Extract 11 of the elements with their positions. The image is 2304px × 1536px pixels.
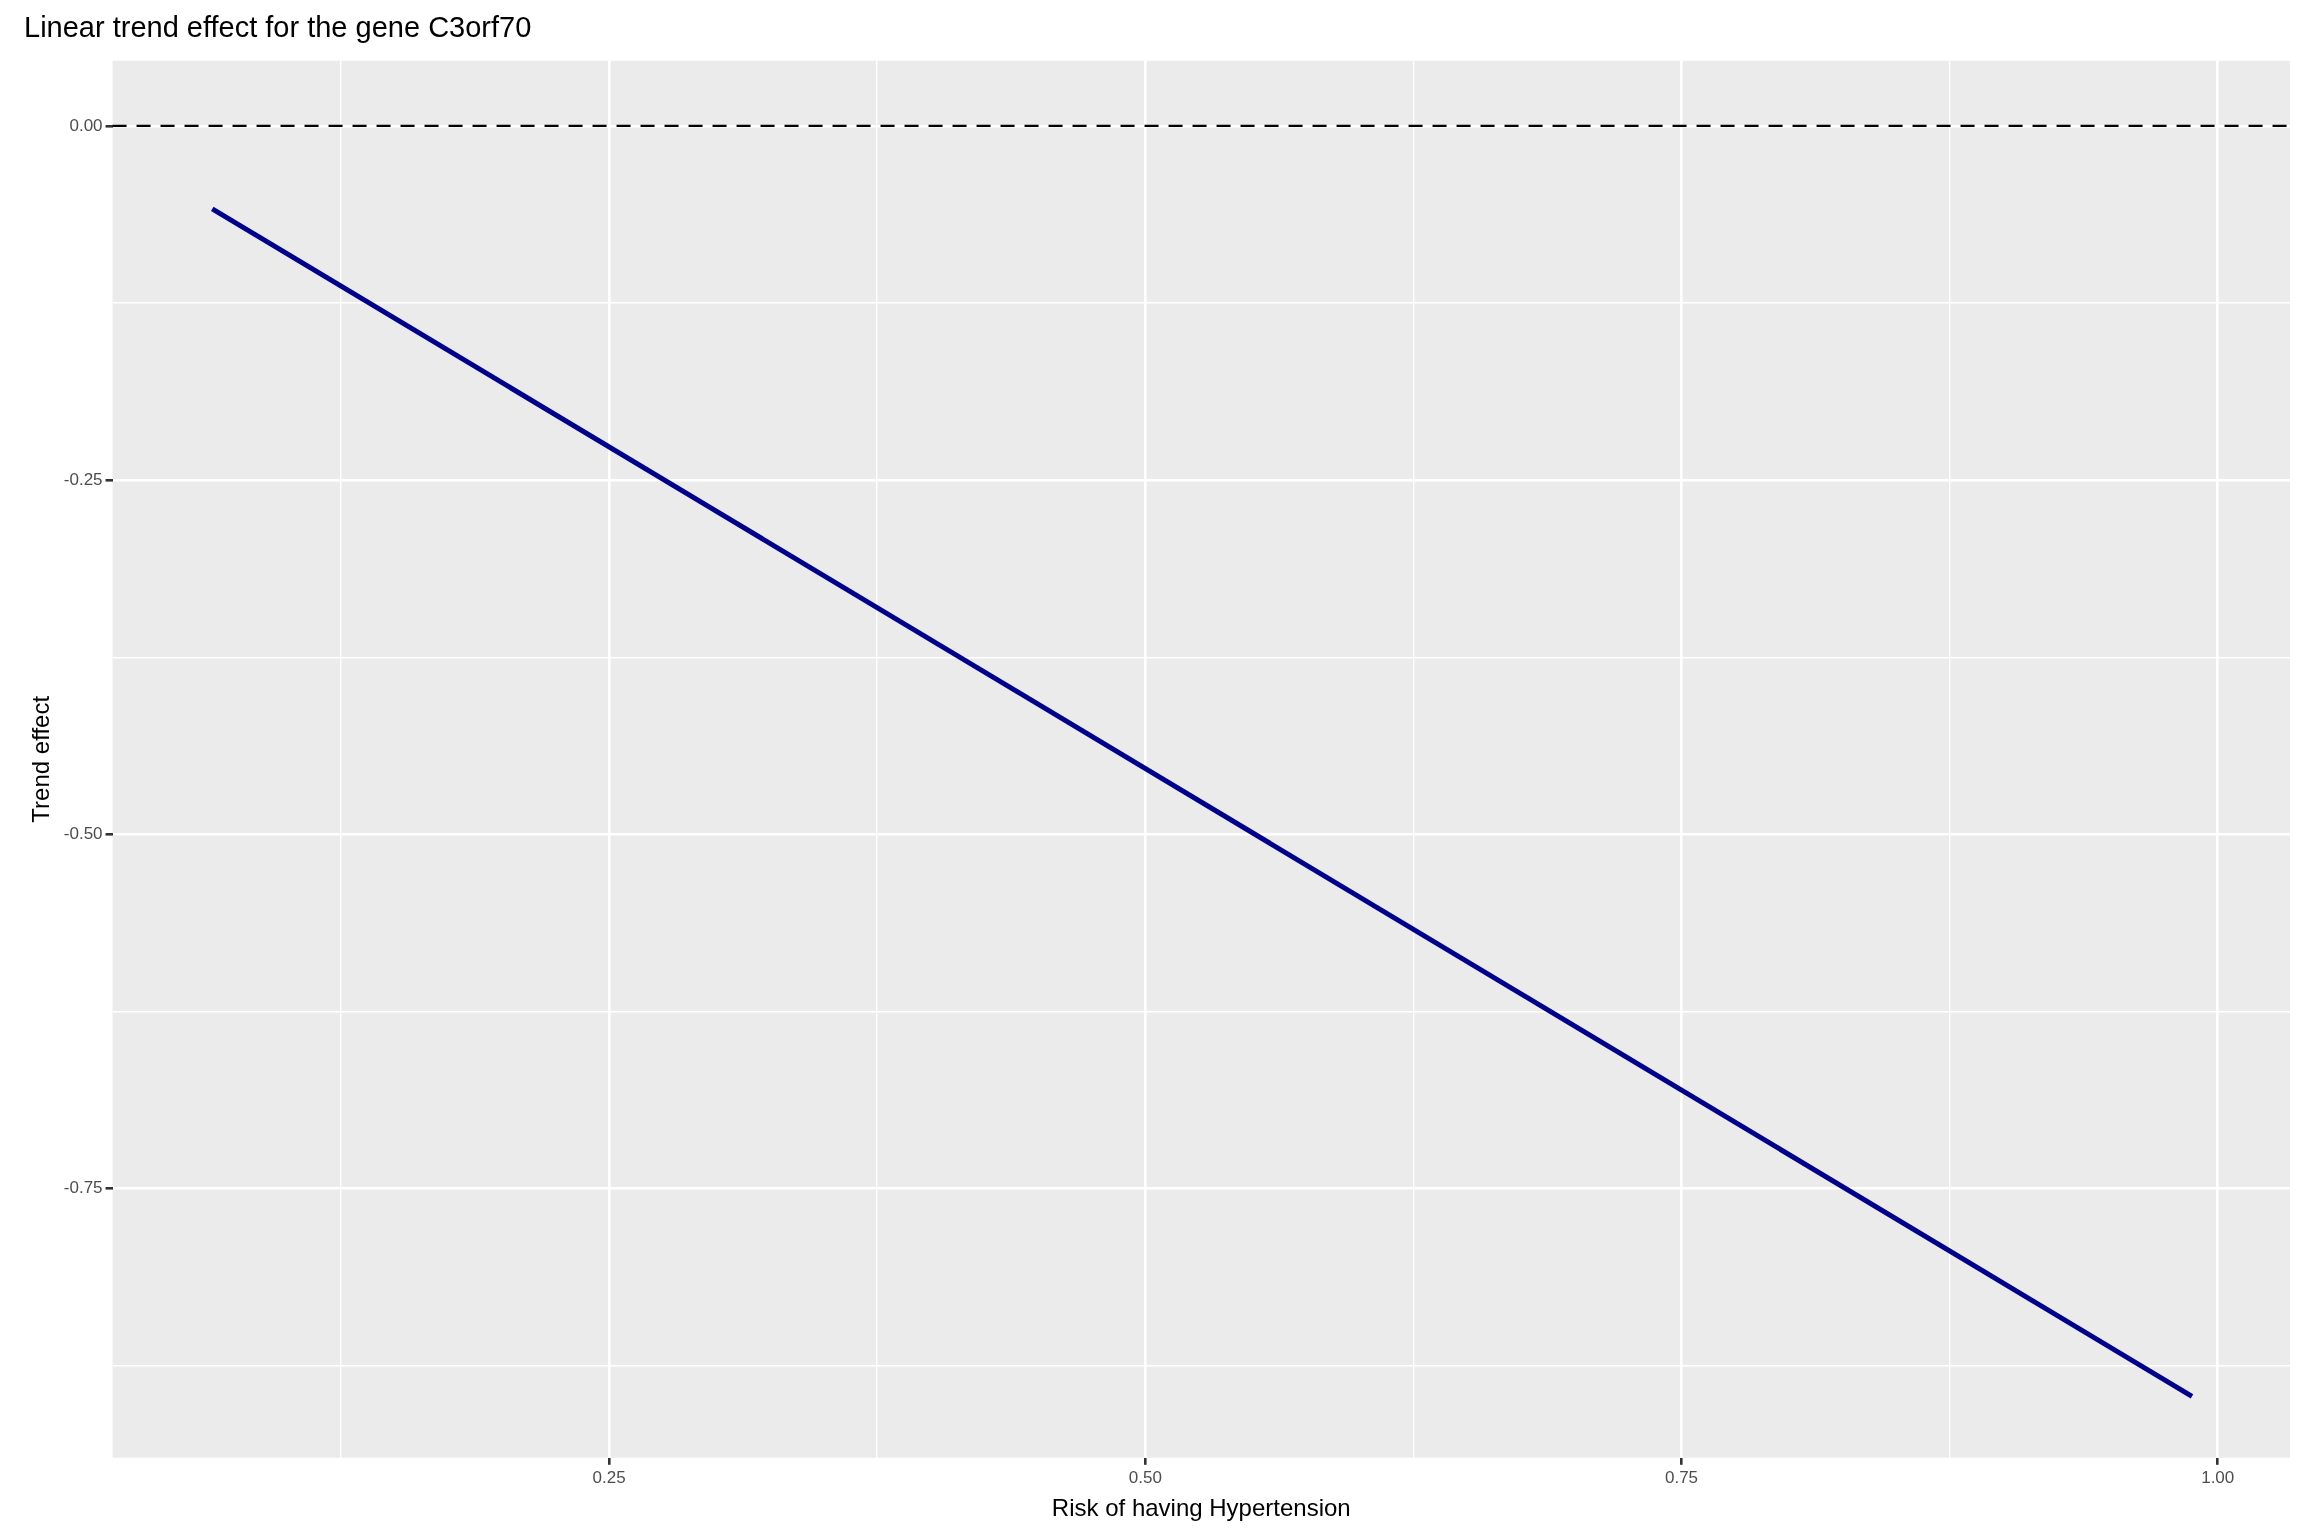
x-tick-label: 0.75 (1664, 1467, 1699, 1487)
y-axis-title: Trend effect (27, 695, 55, 823)
x-tick-label: 1.00 (2201, 1467, 2235, 1487)
y-tick-label: 0.00 (69, 115, 103, 135)
x-tick-label: 0.50 (1128, 1467, 1162, 1487)
y-tick-label: -0.25 (63, 469, 103, 489)
x-tick-label: 0.25 (592, 1467, 626, 1487)
y-tick-label: -0.75 (63, 1178, 103, 1198)
y-tick-label: -0.50 (63, 824, 103, 844)
x-axis-title: Risk of having Hypertension (1051, 1494, 1351, 1522)
chart-title: Linear trend effect for the gene C3orf70 (24, 11, 532, 44)
